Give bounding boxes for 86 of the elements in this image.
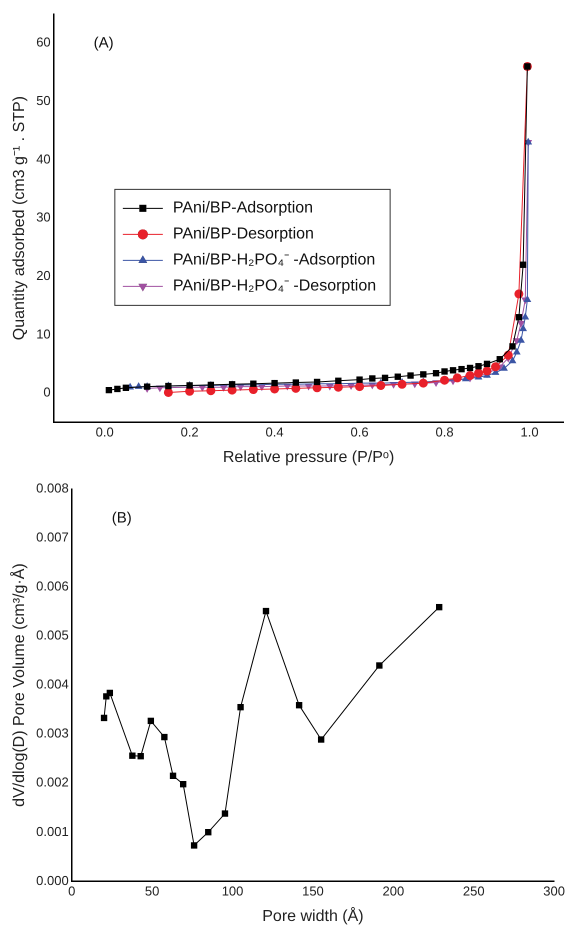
x-axis-title: Relative pressure (P/Pᵒ) <box>222 448 394 466</box>
x-tick-label: 250 <box>462 884 485 899</box>
point <box>432 370 440 376</box>
x-tick-label: 0.4 <box>266 424 284 440</box>
point <box>466 371 475 380</box>
point <box>318 736 324 743</box>
y-tick-label: 0.002 <box>36 774 69 790</box>
point <box>355 382 364 392</box>
y-tick-label: 0.000 <box>36 872 69 888</box>
y-tick-label: 0.001 <box>36 824 69 839</box>
legend-label: PAni/BP-H₂PO₄⁻ -Adsorption <box>172 252 376 269</box>
point <box>418 378 428 388</box>
y-tick-label: 0.004 <box>36 676 69 692</box>
point <box>376 662 383 669</box>
y-tick-label: 40 <box>36 151 51 166</box>
point <box>237 704 244 710</box>
point <box>369 375 376 382</box>
point <box>519 324 528 332</box>
point <box>180 780 186 788</box>
point <box>161 734 168 740</box>
legend-label: PAni/BP-H₂PO₄⁻ -Desorption <box>172 278 376 295</box>
point <box>296 702 302 708</box>
point <box>170 772 176 779</box>
legend-label: PAni/BP-Adsorption <box>172 200 314 217</box>
point <box>398 380 407 389</box>
y-tick-label: 0.008 <box>36 480 69 496</box>
point <box>420 371 426 378</box>
point <box>520 262 526 268</box>
point <box>376 380 386 390</box>
point <box>482 366 492 376</box>
y-tick-label: 0.007 <box>36 530 69 545</box>
point <box>475 363 482 370</box>
x-tick-label: 100 <box>222 884 244 899</box>
x-tick-label: 1.0 <box>520 424 539 440</box>
y-tick-label: 10 <box>36 326 51 342</box>
x-axis-title: Pore width (Å) <box>262 906 364 925</box>
y-tick-label: 0 <box>43 384 51 400</box>
y-tick-label: 0.006 <box>36 578 69 594</box>
point <box>356 376 363 383</box>
point <box>382 374 388 382</box>
y-tick-label: 50 <box>36 93 51 108</box>
x-tick-label: 300 <box>543 884 566 899</box>
x-tick-label: 0.2 <box>180 424 199 440</box>
point <box>509 343 516 350</box>
point <box>106 690 114 696</box>
point <box>496 356 503 362</box>
point <box>138 753 144 760</box>
point <box>205 828 212 836</box>
y-tick-label: 20 <box>36 268 51 283</box>
point <box>452 373 462 382</box>
point <box>106 386 112 394</box>
point <box>491 362 500 372</box>
point <box>148 718 154 724</box>
x-tick-label: 0.8 <box>436 424 454 440</box>
point <box>516 314 522 320</box>
y-tick-label: 60 <box>36 34 51 50</box>
point <box>394 374 401 380</box>
point <box>500 364 508 371</box>
point <box>521 312 530 320</box>
point <box>458 366 465 372</box>
point <box>474 368 484 378</box>
point <box>122 384 130 391</box>
point <box>508 356 516 364</box>
x-tick-label: 200 <box>382 884 404 899</box>
point <box>114 386 121 392</box>
x-tick-label: 0.0 <box>96 424 114 440</box>
point <box>262 608 270 614</box>
x-tick-label: 0.6 <box>350 424 369 440</box>
y-tick-label: 30 <box>36 210 51 225</box>
annotation: (A) <box>94 34 114 52</box>
point <box>450 367 456 374</box>
x-tick-label: 50 <box>144 884 160 899</box>
point <box>129 752 136 759</box>
x-tick-label: 150 <box>302 884 324 899</box>
y-axis-title: Quantity adsorbed (cm3 g⁻¹ . STP) <box>11 96 28 340</box>
point <box>190 842 198 849</box>
y-tick-label: 0.005 <box>36 628 69 643</box>
point <box>523 295 532 302</box>
point <box>512 348 521 354</box>
point <box>484 360 490 368</box>
point <box>517 336 525 343</box>
y-axis-title: dV/dlog(D) Pore Volume (cm³/g·Å) <box>10 563 28 807</box>
point <box>436 604 442 610</box>
legend-label: PAni/BP-Desorption <box>172 226 314 243</box>
annotation: (B) <box>112 510 132 527</box>
y-tick-label: 0.003 <box>36 726 69 741</box>
